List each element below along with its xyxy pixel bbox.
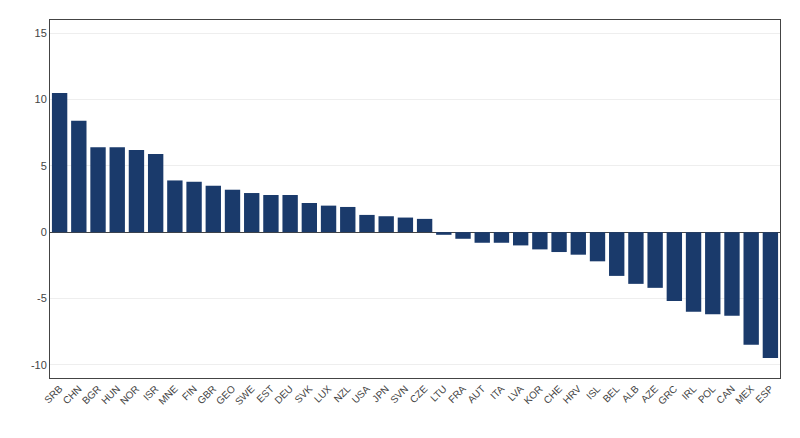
svg-text:IRL: IRL — [680, 383, 699, 402]
svg-text:-5: -5 — [37, 292, 47, 304]
svg-text:KOR: KOR — [522, 383, 545, 406]
svg-text:SWE: SWE — [233, 383, 257, 407]
svg-text:ISR: ISR — [141, 383, 161, 403]
svg-text:LVA: LVA — [506, 383, 526, 403]
svg-text:USA: USA — [350, 383, 373, 406]
svg-text:ITA: ITA — [488, 383, 506, 401]
svg-text:ESP: ESP — [753, 383, 775, 405]
svg-text:SVN: SVN — [388, 383, 410, 405]
svg-text:MNE: MNE — [156, 383, 180, 407]
svg-text:ISL: ISL — [584, 383, 603, 402]
svg-text:BGR: BGR — [80, 383, 103, 406]
svg-text:FIN: FIN — [180, 383, 199, 402]
svg-text:NZL: NZL — [332, 383, 353, 404]
svg-text:15: 15 — [35, 27, 47, 39]
svg-text:CHE: CHE — [541, 383, 564, 406]
svg-text:BEL: BEL — [601, 383, 622, 404]
svg-text:GRC: GRC — [656, 383, 680, 407]
svg-text:LUX: LUX — [312, 383, 334, 405]
svg-text:AUT: AUT — [465, 383, 487, 405]
svg-text:GBR: GBR — [195, 383, 218, 406]
svg-text:MEX: MEX — [733, 383, 756, 406]
svg-text:FRA: FRA — [446, 383, 468, 405]
svg-text:-10: -10 — [31, 359, 47, 371]
svg-text:CZE: CZE — [408, 383, 430, 405]
svg-text:CHN: CHN — [61, 383, 84, 406]
svg-text:AZE: AZE — [639, 383, 661, 405]
svg-text:LTU: LTU — [428, 383, 449, 404]
svg-text:5: 5 — [41, 160, 47, 172]
svg-text:CAN: CAN — [714, 383, 737, 406]
svg-text:EST: EST — [254, 383, 276, 405]
svg-text:SRB: SRB — [42, 383, 65, 406]
svg-text:SVK: SVK — [292, 383, 314, 405]
svg-text:NOR: NOR — [118, 383, 142, 407]
svg-text:HRV: HRV — [561, 383, 584, 406]
svg-text:JPN: JPN — [370, 383, 391, 404]
svg-text:POL: POL — [696, 383, 718, 405]
svg-text:HUN: HUN — [99, 383, 122, 406]
svg-text:DEU: DEU — [272, 383, 295, 406]
svg-text:0: 0 — [41, 226, 47, 238]
svg-text:GEO: GEO — [214, 383, 238, 407]
svg-text:10: 10 — [35, 93, 47, 105]
svg-text:ALB: ALB — [620, 383, 641, 404]
